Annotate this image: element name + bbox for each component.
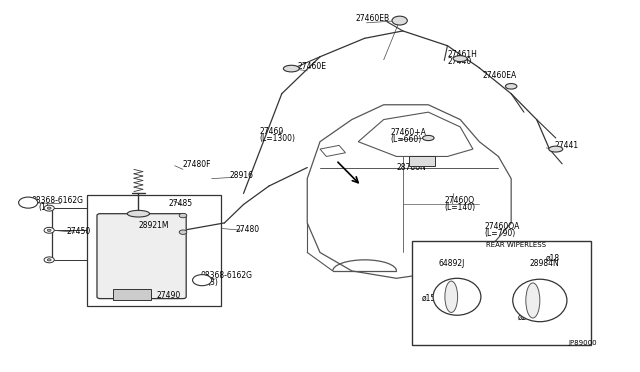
- Text: 28984N: 28984N: [529, 259, 559, 268]
- Text: (L=660): (L=660): [390, 135, 421, 144]
- Text: 27480F: 27480F: [183, 160, 211, 170]
- Circle shape: [44, 257, 54, 263]
- Text: 28916: 28916: [230, 171, 253, 180]
- Text: ø24: ø24: [518, 312, 532, 321]
- Bar: [412, 241, 591, 345]
- Text: 27460EA: 27460EA: [483, 71, 516, 80]
- Circle shape: [193, 275, 212, 286]
- Text: 27460+A: 27460+A: [390, 128, 426, 137]
- Circle shape: [179, 213, 187, 218]
- Ellipse shape: [422, 135, 434, 141]
- Ellipse shape: [453, 56, 467, 62]
- Text: 27441: 27441: [554, 141, 579, 150]
- Bar: [88, 195, 221, 306]
- FancyBboxPatch shape: [97, 214, 186, 299]
- Text: 27460E: 27460E: [298, 62, 326, 71]
- Text: 27440: 27440: [447, 57, 472, 66]
- Text: 27460QA: 27460QA: [484, 222, 520, 231]
- Text: 27460EB: 27460EB: [355, 14, 389, 23]
- Text: JP89000: JP89000: [568, 340, 597, 346]
- Text: S: S: [196, 276, 201, 285]
- Text: (L=140): (L=140): [444, 202, 476, 212]
- Text: (L=790): (L=790): [484, 229, 516, 238]
- Text: (1): (1): [38, 202, 49, 212]
- Ellipse shape: [506, 84, 517, 89]
- Text: S: S: [21, 198, 26, 207]
- Circle shape: [44, 227, 54, 233]
- Text: 27460Q: 27460Q: [444, 196, 474, 205]
- Text: 64892J: 64892J: [438, 259, 465, 268]
- Text: REAR WIPERLESS: REAR WIPERLESS: [486, 242, 546, 248]
- Text: 27490: 27490: [156, 291, 180, 300]
- Circle shape: [19, 197, 38, 208]
- Ellipse shape: [433, 278, 481, 315]
- Bar: [113, 289, 151, 301]
- Text: ø18: ø18: [546, 253, 561, 263]
- Text: 28921M: 28921M: [138, 221, 169, 230]
- Text: 27460: 27460: [259, 127, 284, 136]
- Text: 27450: 27450: [67, 227, 91, 235]
- Circle shape: [179, 230, 187, 234]
- Ellipse shape: [284, 65, 300, 72]
- Text: ø15: ø15: [422, 294, 436, 303]
- Circle shape: [47, 229, 51, 231]
- Circle shape: [47, 207, 51, 209]
- Bar: [409, 157, 435, 166]
- Text: 27485: 27485: [168, 199, 193, 208]
- Ellipse shape: [526, 283, 540, 318]
- Text: 27480: 27480: [236, 225, 260, 234]
- Ellipse shape: [445, 281, 458, 312]
- Ellipse shape: [513, 279, 567, 322]
- Ellipse shape: [127, 211, 150, 217]
- Circle shape: [44, 205, 54, 211]
- Circle shape: [392, 16, 407, 25]
- Text: (L=1300): (L=1300): [259, 134, 296, 143]
- Text: (3): (3): [207, 278, 218, 287]
- Text: 08368-6162G: 08368-6162G: [201, 271, 253, 280]
- Ellipse shape: [548, 146, 563, 152]
- Text: 28786N: 28786N: [396, 163, 426, 172]
- Circle shape: [47, 259, 51, 261]
- Text: 27461H: 27461H: [447, 50, 477, 59]
- Text: 08368-6162G: 08368-6162G: [32, 196, 84, 205]
